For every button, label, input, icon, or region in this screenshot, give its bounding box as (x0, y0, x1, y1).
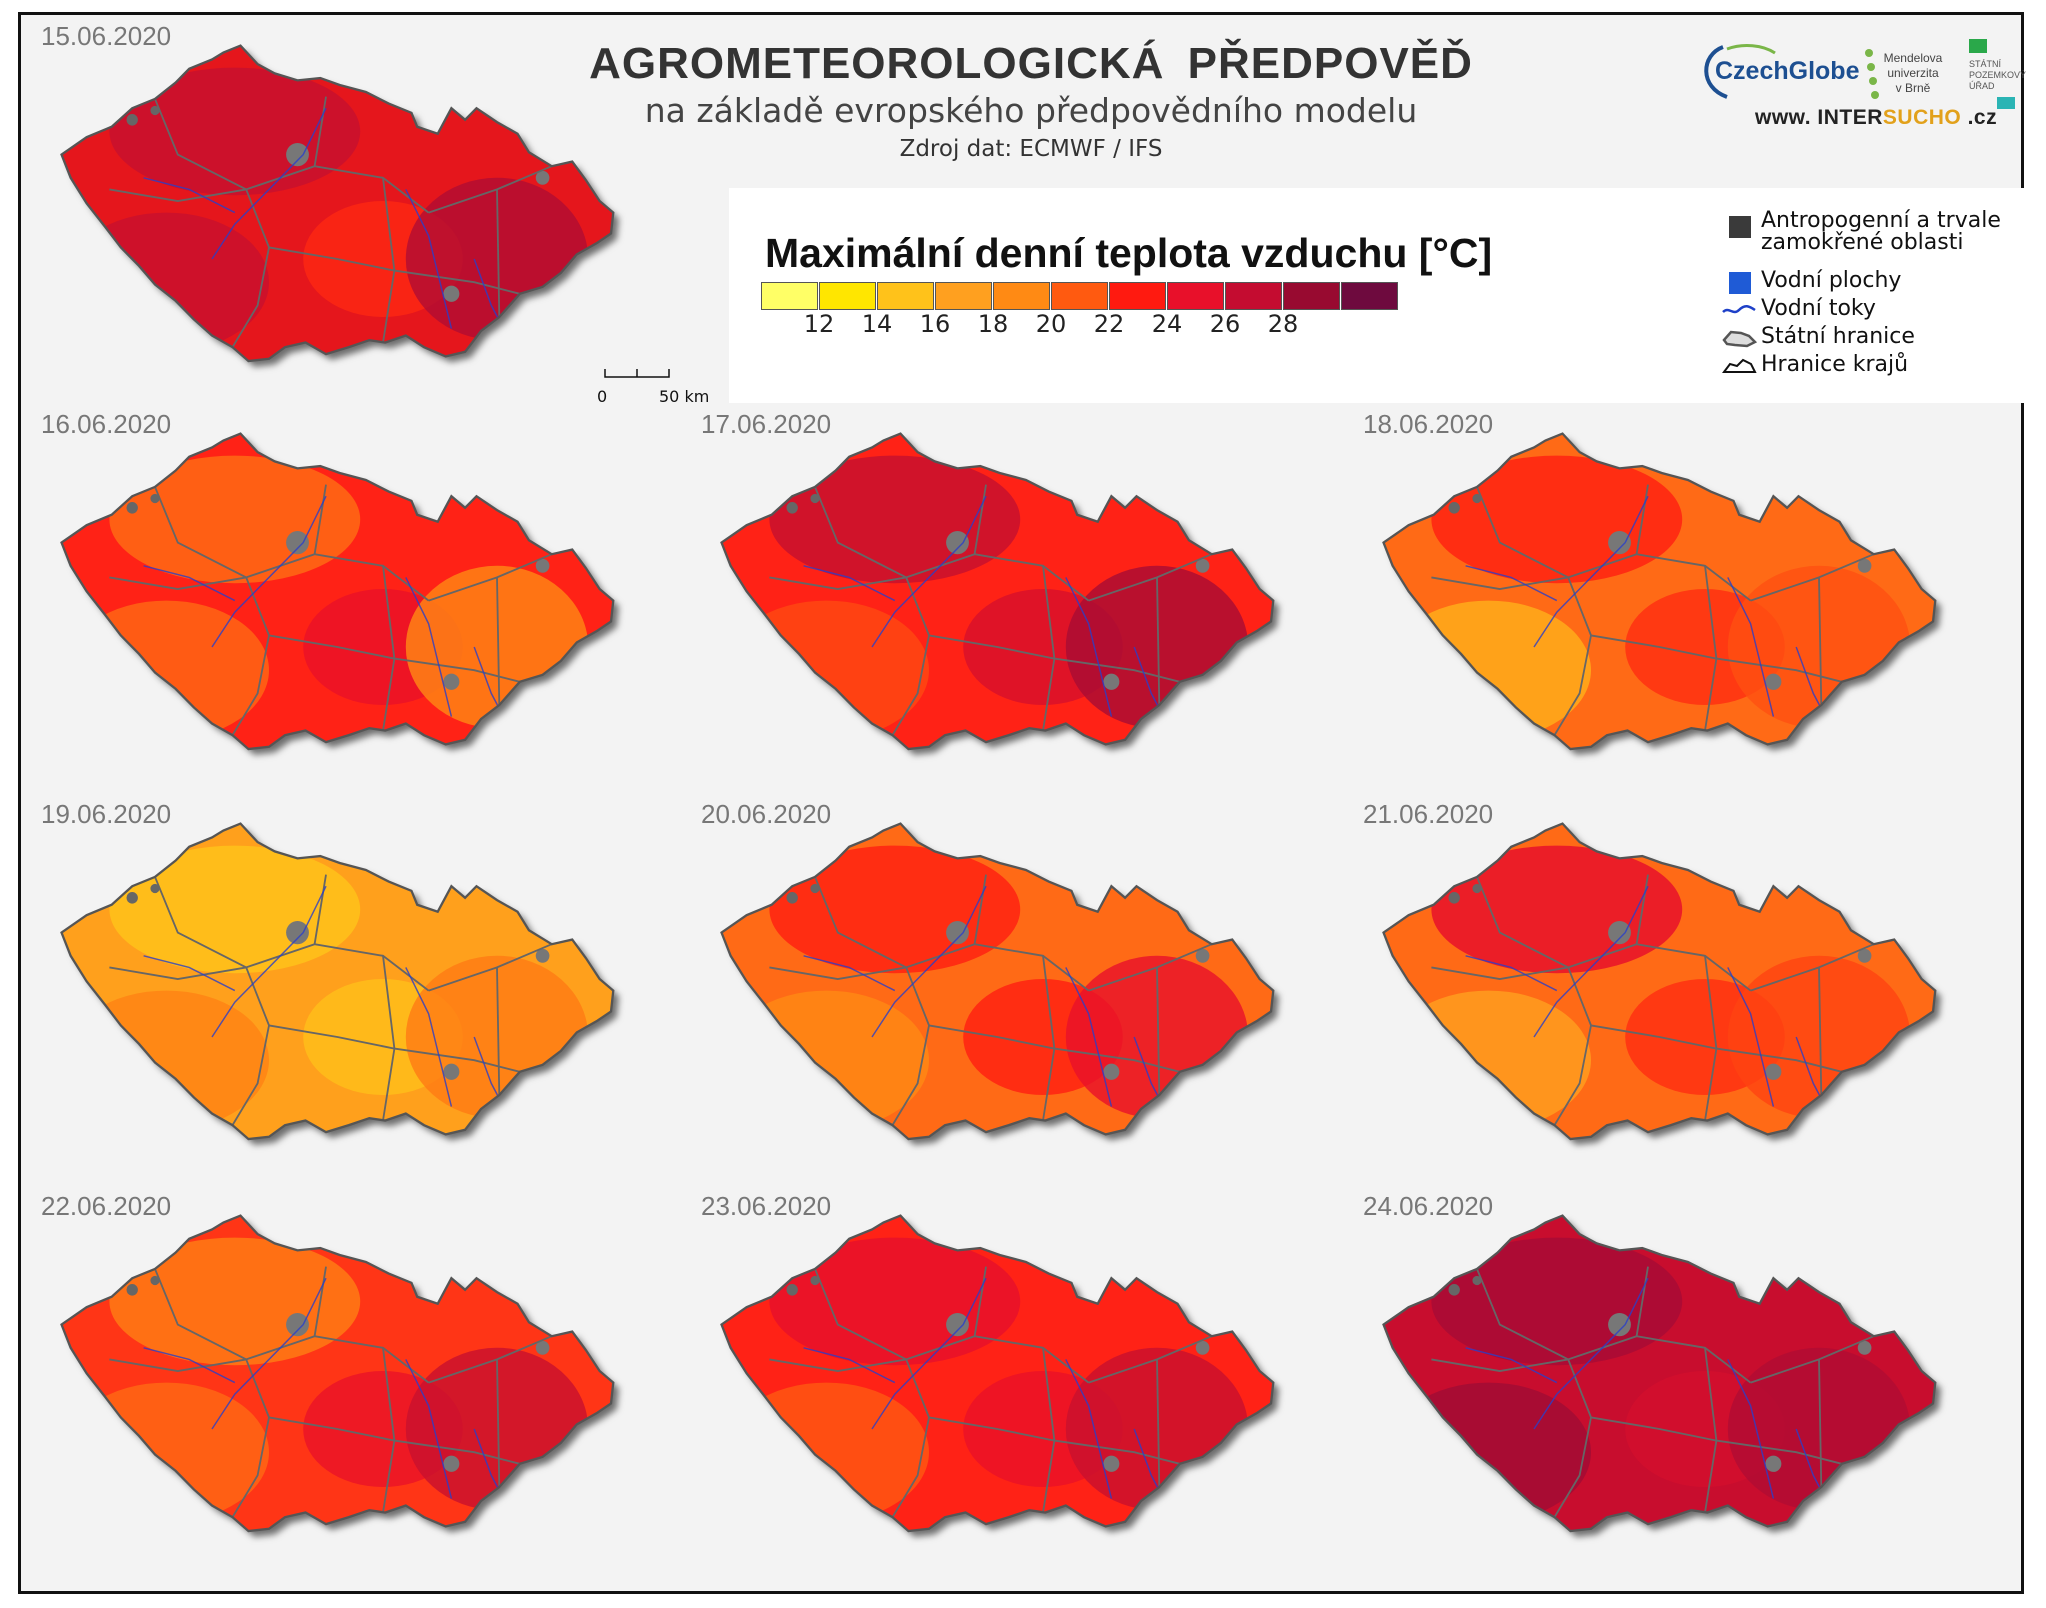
forecast-map: 20.06.2020 (681, 795, 1341, 1180)
mendel-dots-icon (1865, 49, 1879, 99)
legend-item-label: Vodní toky (1761, 296, 1876, 321)
mendel-text: Mendelova univerzita v Brně (1883, 51, 1943, 95)
scale-label-start: 0 (597, 387, 608, 406)
color-scale-swatch (877, 282, 934, 310)
country-map (720, 432, 1275, 751)
color-scale-tick-label: 12 (803, 310, 835, 338)
prague-urban-area (1608, 531, 1631, 555)
color-scale-tick-label: 14 (861, 310, 893, 338)
country-map (60, 822, 615, 1141)
scale-bar: 0 50 km (589, 363, 719, 413)
color-scale-tick-label: 24 (1151, 310, 1183, 338)
prague-urban-area (946, 921, 969, 945)
map-date-label: 22.06.2020 (41, 1191, 172, 1221)
title-block: AGROMETEOROLOGICKÁ PŘEDPOVĚĎ na základě … (581, 25, 1481, 162)
color-scale-tick-label: 26 (1209, 310, 1241, 338)
prague-urban-area (1608, 921, 1631, 945)
country-map (1382, 432, 1937, 751)
prague-urban-area (1608, 1313, 1631, 1337)
map-date-label: 16.06.2020 (41, 409, 172, 439)
color-scale-tick-label: 16 (919, 310, 951, 338)
color-scale-swatch (1167, 282, 1224, 310)
country-map (60, 432, 615, 751)
prague-urban-area (286, 1313, 309, 1337)
color-scale-swatch (1225, 282, 1282, 310)
region-border-icon (1722, 358, 1757, 373)
blue-square-icon (1729, 272, 1751, 294)
map-date-label: 15.06.2020 (41, 21, 172, 51)
legend-title: Maximální denní teplota vzduchu [°C] (765, 230, 1493, 276)
website-suffix: .cz (1961, 106, 1998, 129)
legend-item-label: Hranice krajů (1761, 352, 1909, 377)
gray-square-icon (1729, 216, 1751, 238)
prague-urban-area (286, 143, 309, 167)
spu-mark-icon (1969, 39, 2015, 109)
forecast-map: 17.06.2020 (681, 405, 1341, 790)
forecast-map: 15.06.2020 (21, 17, 681, 402)
country-map (60, 1214, 615, 1533)
forecast-map: 21.06.2020 (1343, 795, 2003, 1180)
partner-logos: CzechGlobe Mendelova univerzita v Brně S… (1693, 35, 2026, 145)
spu-logo: STÁTNÍ POZEMKOVÝ ÚŘAD (1955, 39, 2026, 119)
map-date-label: 21.06.2020 (1363, 799, 1494, 829)
forecast-map: 16.06.2020 (21, 405, 681, 790)
country-map (60, 44, 615, 363)
forecast-map: 23.06.2020 (681, 1187, 1341, 1572)
color-scale-swatch (993, 282, 1050, 310)
data-source: Zdroj dat: ECMWF / IFS (899, 136, 1163, 162)
color-scale-swatch (1283, 282, 1340, 310)
scale-bar-line (604, 369, 670, 378)
spu-text: STÁTNÍ POZEMKOVÝ ÚŘAD (1969, 59, 2027, 91)
map-sheet-frame: AGROMETEOROLOGICKÁ PŘEDPOVĚĎ na základě … (18, 12, 2027, 1594)
color-scale-swatch (935, 282, 992, 310)
website-prefix: www. INTER (1755, 106, 1883, 129)
country-map (1382, 1214, 1937, 1533)
czechglobe-swoosh-icon (1704, 44, 1776, 99)
czechglobe-text: CzechGlobe (1715, 57, 1860, 85)
color-scale-tick-label: 28 (1267, 310, 1299, 338)
map-date-label: 23.06.2020 (701, 1191, 832, 1221)
page-subtitle: na základě evropského předpovědního mode… (644, 91, 1418, 130)
map-date-label: 18.06.2020 (1363, 409, 1494, 439)
page-title: AGROMETEOROLOGICKÁ PŘEDPOVĚĎ (589, 39, 1473, 88)
color-scale-swatch (761, 282, 818, 310)
color-scale-tick-label: 20 (1035, 310, 1067, 338)
website-link[interactable]: www. INTERSUCHO .cz (1755, 106, 1997, 130)
color-scale (761, 282, 1399, 310)
map-date-label: 17.06.2020 (701, 409, 832, 439)
prague-urban-area (946, 531, 969, 555)
map-date-label: 19.06.2020 (41, 799, 172, 829)
legend-box: Maximální denní teplota vzduchu [°C] 12 1… (729, 188, 2027, 403)
map-date-label: 20.06.2020 (701, 799, 832, 829)
czechglobe-logo: CzechGlobe (1693, 35, 1860, 105)
country-map (1382, 822, 1937, 1141)
country-map (720, 1214, 1275, 1533)
map-date-label: 24.06.2020 (1363, 1191, 1494, 1221)
country-border-icon (1722, 330, 1757, 348)
forecast-map: 22.06.2020 (21, 1187, 681, 1572)
forecast-map: 24.06.2020 (1343, 1187, 2003, 1572)
forecast-map: 18.06.2020 (1343, 405, 2003, 790)
forecast-map: 19.06.2020 (21, 795, 681, 1180)
prague-urban-area (286, 531, 309, 555)
mendel-university-logo: Mendelova univerzita v Brně (1859, 43, 1949, 113)
color-scale-swatch (1341, 282, 1398, 310)
website-accent: SUCHO (1882, 106, 1962, 129)
prague-urban-area (286, 921, 309, 945)
prague-urban-area (946, 1313, 969, 1337)
legend-item-label: Antropogenní a trvale zamokřené oblasti (1761, 208, 2001, 255)
country-map (720, 822, 1275, 1141)
legend-item-label: Státní hranice (1761, 324, 1915, 349)
color-scale-swatch (1109, 282, 1166, 310)
color-scale-swatch (1051, 282, 1108, 310)
scale-label-end: 50 km (659, 387, 710, 406)
color-scale-tick-label: 18 (977, 310, 1009, 338)
color-scale-swatch (819, 282, 876, 310)
color-scale-tick-label: 22 (1093, 310, 1125, 338)
legend-item-label: Vodní plochy (1761, 268, 1902, 293)
river-line-icon (1722, 305, 1756, 314)
